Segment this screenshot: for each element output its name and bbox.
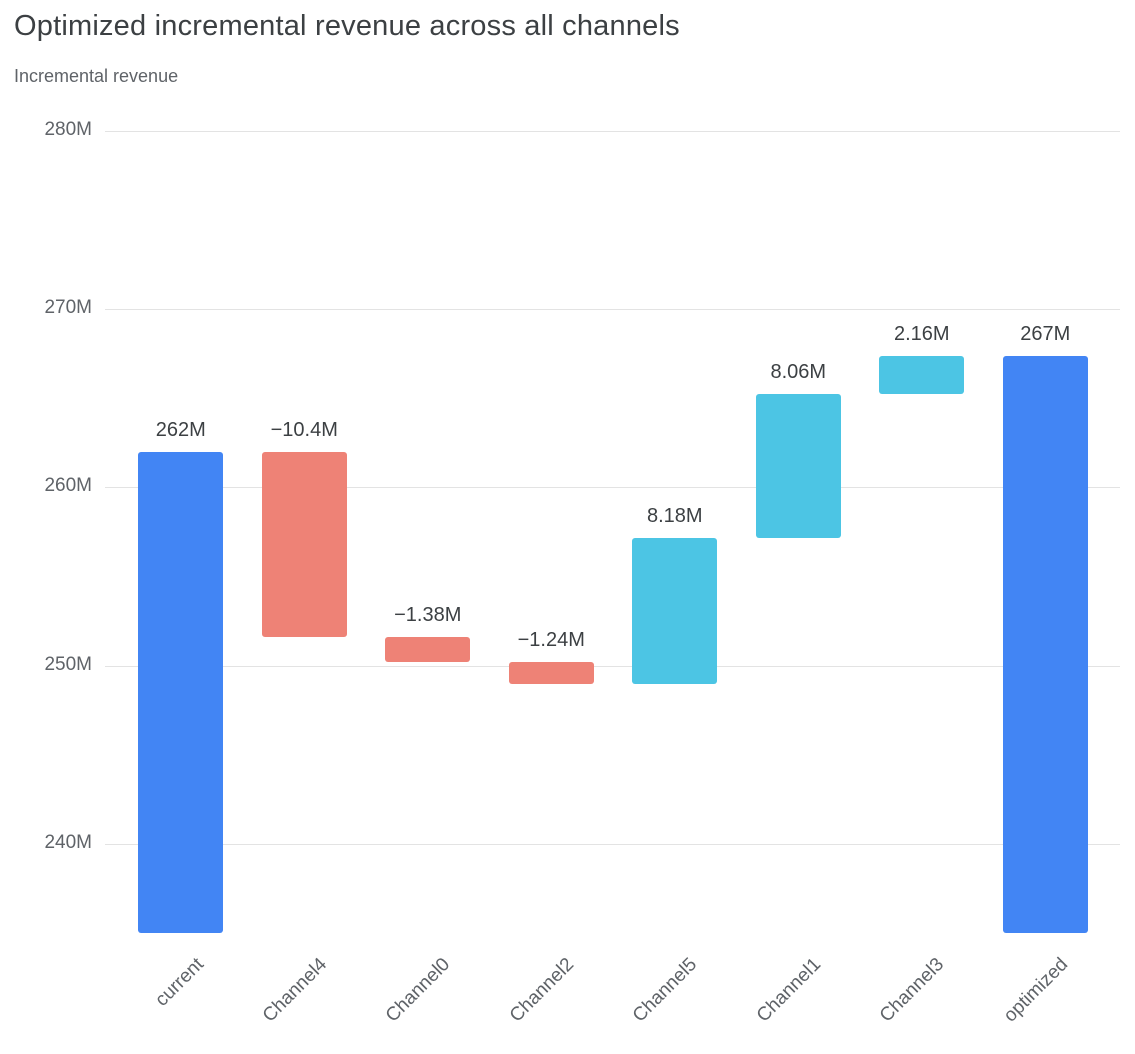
y-axis-tick-label: 270M	[44, 297, 92, 319]
x-axis-label-Channel4: Channel4	[258, 954, 332, 1027]
y-axis-tick-label: 260M	[44, 475, 92, 497]
x-axis-label-optimized: optimized	[999, 954, 1073, 1027]
bar-current[interactable]	[138, 451, 224, 933]
chart-subtitle: Incremental revenue	[14, 66, 179, 86]
gridline	[105, 131, 1120, 132]
gridline	[105, 665, 1120, 667]
bar-Channel2[interactable]	[508, 661, 594, 684]
bar-value-label: −1.38M	[394, 604, 462, 627]
x-axis-label-Channel3: Channel3	[876, 954, 949, 1027]
chart-title: Optimized incremental revenue across all…	[14, 10, 680, 42]
y-axis-tick-label: 240M	[44, 831, 92, 853]
bar-Channel5[interactable]	[632, 538, 718, 684]
bar-value-label: 2.16M	[893, 322, 950, 345]
bar-Channel1[interactable]	[755, 394, 841, 539]
bar-value-label: 8.06M	[770, 361, 827, 384]
bar-value-label: 267M	[1020, 322, 1071, 345]
bar-optimized[interactable]	[1002, 355, 1088, 933]
bar-value-label: −1.24M	[517, 628, 585, 651]
bar-value-label: 262M	[155, 418, 206, 441]
gridline	[105, 843, 1120, 845]
bar-Channel4[interactable]	[261, 451, 347, 638]
y-axis-tick-label: 250M	[44, 653, 92, 675]
x-axis-label-current: current	[150, 954, 208, 1011]
x-axis-label-Channel5: Channel5	[629, 954, 702, 1027]
bar-value-label: 8.18M	[646, 505, 703, 528]
x-axis-label-Channel2: Channel2	[505, 954, 579, 1027]
bar-value-label: −10.4M	[270, 418, 338, 441]
y-axis-tick-label: 280M	[44, 119, 92, 140]
x-axis-label-Channel1: Channel1	[752, 954, 826, 1027]
gridline	[105, 309, 1120, 311]
x-axis-label-Channel0: Channel0	[382, 954, 455, 1027]
gridline	[105, 487, 1120, 489]
bar-Channel0[interactable]	[385, 637, 471, 662]
bar-Channel3[interactable]	[879, 355, 965, 395]
